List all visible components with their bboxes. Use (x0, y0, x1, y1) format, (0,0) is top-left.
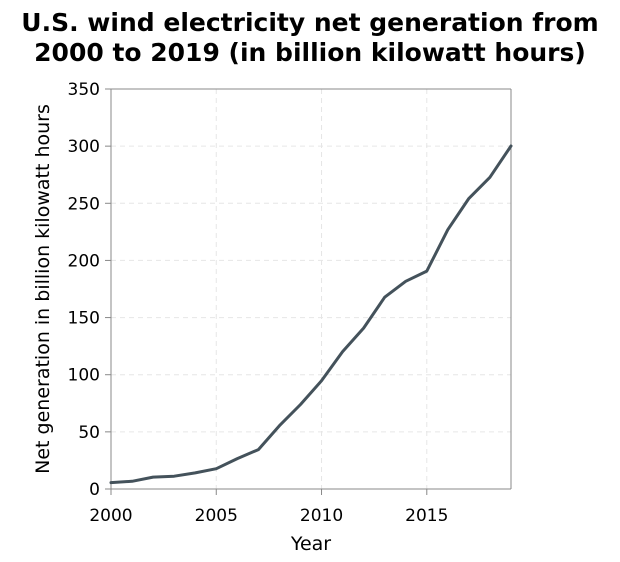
y-tick-label: 150 (68, 309, 100, 329)
y-axis-title: Net generation in billion kilowatt hours (32, 104, 54, 474)
tick-labels: 0 50 100 150 200 250 300 350 2000 2005 2010 2015 (68, 80, 449, 526)
y-tick-label: 300 (68, 137, 100, 157)
y-tick-label: 350 (68, 80, 100, 100)
axes (110, 88, 512, 490)
series (109, 144, 513, 485)
x-tick-label: 2000 (89, 506, 132, 526)
y-tick-label: 50 (78, 423, 100, 443)
x-tick-label: 2015 (405, 506, 448, 526)
chart-title-line-2: 2000 to 2019 (in billion kilowatt hours) (34, 38, 586, 67)
y-tick-label: 200 (68, 251, 100, 271)
y-tick-label: 250 (68, 194, 100, 214)
x-tick-label: 2010 (300, 506, 343, 526)
series-line (109, 144, 513, 485)
y-tick-label: 0 (89, 480, 100, 500)
gridlines (111, 89, 511, 489)
y-tick-label: 100 (68, 366, 100, 386)
chart-title-line-1: U.S. wind electricity net generation fro… (21, 8, 598, 37)
x-axis-title: Year (290, 533, 331, 555)
x-tick-label: 2005 (195, 506, 238, 526)
